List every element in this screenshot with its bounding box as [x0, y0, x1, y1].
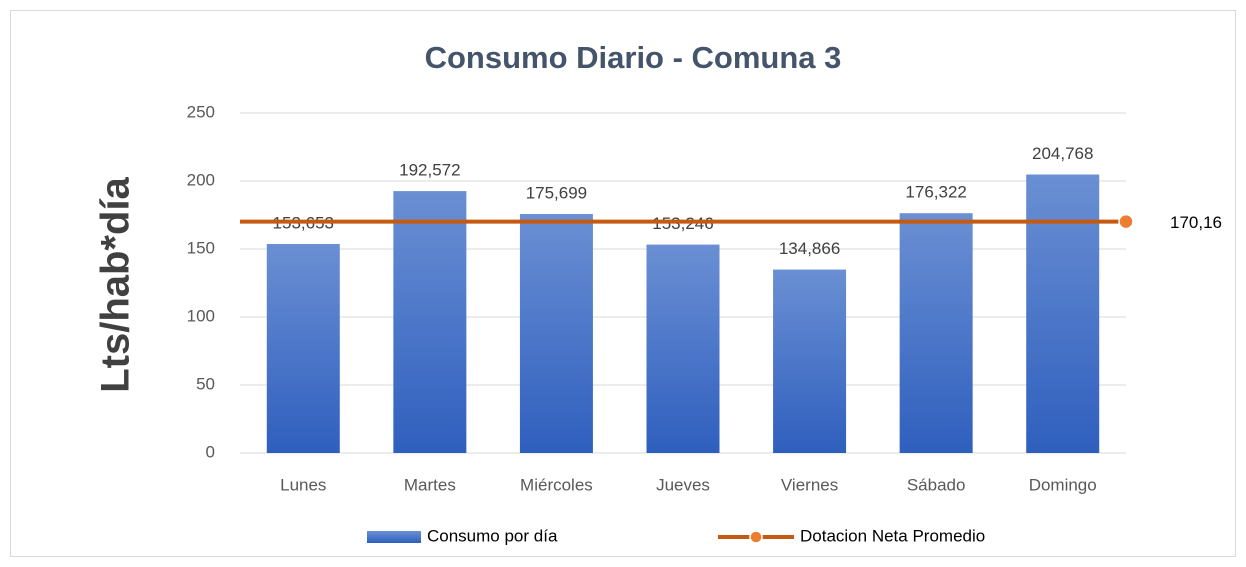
data-label: 134,866	[779, 239, 840, 258]
bar	[646, 244, 720, 453]
x-tick-label: Miércoles	[520, 475, 593, 494]
bar	[393, 191, 467, 453]
legend-label: Dotacion Neta Promedio	[800, 526, 985, 545]
x-tick-label: Domingo	[1029, 475, 1097, 494]
legend-swatch	[367, 531, 421, 543]
y-tick-label: 0	[206, 442, 215, 461]
chart-title: Consumo Diario - Comuna 3	[425, 40, 842, 75]
x-tick-label: Viernes	[781, 475, 838, 494]
bar	[899, 213, 973, 453]
y-tick-label: 50	[196, 374, 215, 393]
reference-marker	[1118, 213, 1134, 230]
data-label: 192,572	[399, 161, 460, 180]
legend-label: Consumo por día	[427, 526, 558, 545]
x-tick-label: Lunes	[280, 475, 326, 494]
data-label: 175,699	[526, 184, 587, 203]
data-label: 176,322	[905, 183, 966, 202]
y-axis-label: Lts/hab*día	[94, 176, 138, 392]
legend-marker	[749, 530, 763, 544]
x-tick-label: Sábado	[907, 475, 966, 494]
reference-label: 170,16	[1170, 213, 1222, 232]
y-tick-label: 150	[187, 238, 215, 257]
y-tick-label: 200	[187, 170, 215, 189]
bar	[266, 244, 340, 453]
y-tick-label: 250	[187, 102, 215, 121]
data-label: 204,768	[1032, 144, 1093, 163]
bar	[1026, 174, 1100, 454]
bar	[519, 214, 593, 453]
bar	[773, 269, 847, 453]
x-tick-label: Martes	[404, 475, 456, 494]
y-tick-label: 100	[187, 306, 215, 325]
x-tick-label: Jueves	[656, 475, 710, 494]
